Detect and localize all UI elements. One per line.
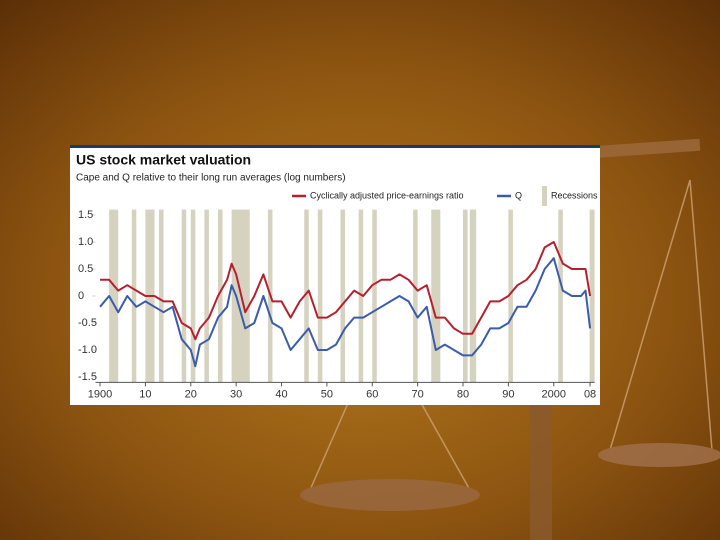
legend-label: Cyclically adjusted price-earnings ratio: [310, 190, 464, 200]
chart-title: US stock market valuation: [76, 152, 251, 168]
chart-top-rule: [70, 145, 600, 148]
recession-band: [372, 209, 377, 383]
recession-band: [159, 209, 164, 383]
recession-band: [304, 209, 309, 383]
recession-band: [413, 209, 418, 383]
recession-band: [508, 209, 513, 383]
recession-band: [190, 209, 196, 383]
y-tick-label: 1.5: [78, 209, 93, 221]
x-tick-label: 08: [584, 388, 596, 400]
y-tick-label: -1.5: [78, 371, 97, 383]
y-tick-label: 1.0: [78, 236, 93, 248]
y-tick-label: 0: [78, 290, 84, 302]
recession-band: [218, 209, 223, 383]
x-tick-label: 1900: [88, 388, 112, 400]
recession-band: [131, 209, 137, 383]
x-tick-label: 90: [502, 388, 514, 400]
legend-label: Recessions: [551, 190, 598, 200]
recession-band: [431, 209, 441, 383]
legend-label: Q: [515, 190, 522, 200]
x-tick-label: 40: [275, 388, 287, 400]
x-tick-label: 70: [412, 388, 424, 400]
recession-band: [181, 209, 187, 383]
x-tick-label: 50: [321, 388, 333, 400]
x-tick-label: 30: [230, 388, 242, 400]
chart-subtitle: Cape and Q relative to their long run av…: [76, 173, 346, 184]
y-tick-label: -0.5: [78, 317, 97, 329]
recession-band: [463, 209, 468, 383]
x-tick-label: 60: [366, 388, 378, 400]
x-tick-label: 2000: [542, 388, 566, 400]
x-tick-label: 80: [457, 388, 469, 400]
legend-swatch: [542, 186, 547, 206]
series-line: [100, 241, 592, 341]
recession-band: [204, 209, 209, 383]
recession-band: [317, 209, 323, 383]
recession-band: [469, 209, 477, 383]
series-line: [99, 257, 592, 368]
x-tick-label: 20: [185, 388, 197, 400]
y-tick-label: -1.0: [78, 344, 97, 356]
recession-band: [558, 209, 563, 383]
recession-band: [358, 209, 364, 383]
recession-band: [589, 209, 595, 383]
recession-band: [109, 209, 119, 383]
y-tick-label: 0.5: [78, 263, 93, 275]
x-tick-label: 10: [139, 388, 151, 400]
recession-band: [340, 209, 346, 383]
